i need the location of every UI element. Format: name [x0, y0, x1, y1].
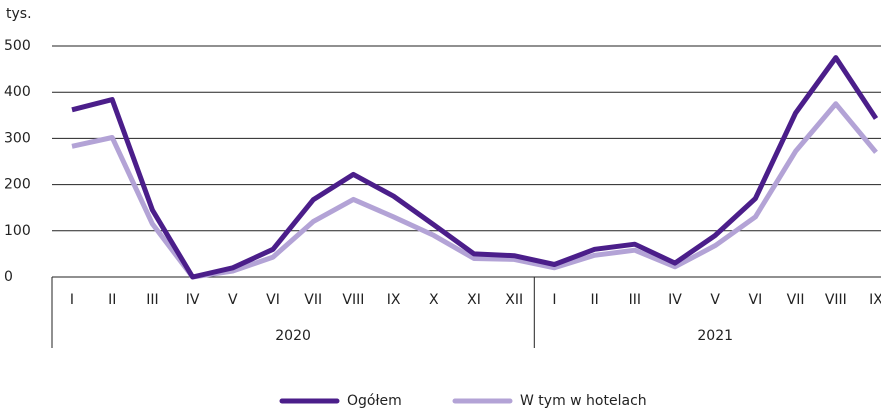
x-tick-label: IX	[387, 292, 401, 308]
y-tick-label: 400	[4, 84, 31, 100]
y-tick-label: 100	[4, 223, 31, 239]
x-tick-label: VIII	[342, 292, 364, 308]
legend-label: W tym w hotelach	[520, 393, 647, 409]
x-tick-label: X	[429, 292, 439, 308]
x-tick-label: XI	[467, 292, 481, 308]
x-tick-label: XII	[505, 292, 523, 308]
x-tick-label: VII	[787, 292, 805, 308]
x-tick-label: I	[70, 292, 74, 308]
x-tick-label: V	[228, 292, 238, 308]
x-tick-label: II	[108, 292, 116, 308]
y-tick-label: 500	[4, 38, 31, 54]
x-tick-label: III	[629, 292, 641, 308]
y-tick-label: 200	[4, 177, 31, 193]
x-tick-label: I	[552, 292, 556, 308]
x-tick-label: IV	[186, 292, 200, 308]
x-tick-label: III	[146, 292, 158, 308]
x-tick-label: IV	[668, 292, 682, 308]
y-tick-label: 0	[4, 269, 13, 285]
x-group-label: 2020	[275, 328, 311, 344]
x-group-label: 2021	[697, 328, 733, 344]
x-tick-label: VI	[266, 292, 280, 308]
x-tick-label: VI	[749, 292, 763, 308]
x-tick-label: II	[590, 292, 598, 308]
legend-label: Ogółem	[347, 393, 402, 409]
y-unit-label: tys.	[6, 6, 32, 22]
x-tick-label: VII	[304, 292, 322, 308]
y-tick-label: 300	[4, 130, 31, 146]
x-tick-label: VIII	[825, 292, 847, 308]
x-tick-label: IX	[869, 292, 881, 308]
series-line	[71, 55, 879, 280]
x-tick-label: V	[710, 292, 720, 308]
